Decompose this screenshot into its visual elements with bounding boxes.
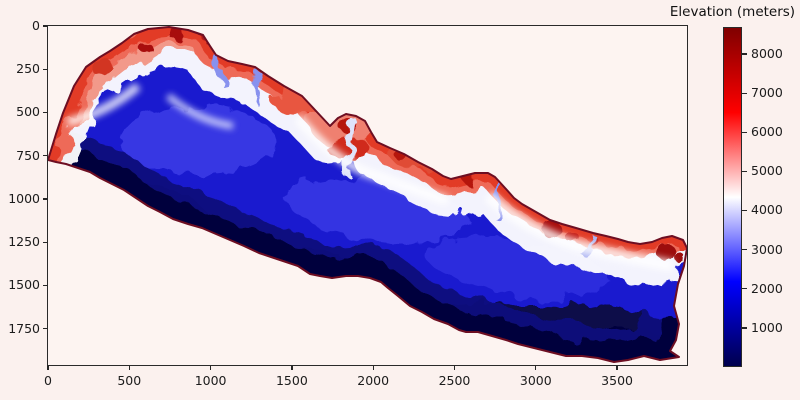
y-tick-mark: [43, 241, 47, 243]
x-tick-label: 2500: [438, 373, 471, 388]
y-tick-mark: [43, 284, 47, 287]
x-tick-label: 1000: [194, 373, 227, 388]
y-tick-label: 0: [32, 18, 40, 33]
x-tick-mark: [453, 366, 456, 370]
y-tick-label: 1000: [8, 190, 40, 206]
colorbar-tick-label: 1000: [751, 319, 783, 335]
y-tick-mark: [43, 155, 47, 157]
x-tick-label: 3500: [601, 373, 633, 388]
x-tick-mark: [535, 366, 537, 370]
x-tick-mark: [291, 366, 293, 370]
colorbar-tick-mark: [742, 53, 747, 55]
colorbar-tick-label: 7000: [751, 85, 783, 101]
colorbar-tick-label: 6000: [751, 124, 783, 140]
y-tick-mark: [43, 198, 47, 200]
y-tick-mark: [43, 328, 47, 330]
x-tick-mark: [47, 366, 49, 370]
colorbar-tick-mark: [742, 131, 747, 133]
colorbar-tick-label: 3000: [751, 241, 783, 257]
colorbar-title: Elevation (meters): [669, 4, 796, 20]
y-tick-label: 1500: [8, 277, 40, 293]
y-tick-mark: [43, 25, 47, 27]
x-tick-mark: [128, 366, 130, 370]
colorbar-tick-label: 4000: [751, 202, 783, 218]
colorbar-tick-mark: [742, 249, 747, 251]
nepal-outline: [48, 26, 687, 363]
y-tick-label: 750: [16, 147, 40, 163]
colorbar-tick-label: 2000: [751, 280, 783, 296]
y-tick-mark: [43, 68, 47, 70]
colorbar-tick-mark: [742, 170, 747, 173]
x-tick-mark: [372, 366, 374, 370]
x-tick-label: 500: [117, 373, 142, 388]
y-tick-label: 1250: [8, 234, 40, 250]
x-tick-label: 3000: [519, 373, 552, 388]
y-tick-label: 250: [16, 61, 40, 77]
x-tick-mark: [209, 366, 212, 370]
colorbar-tick-mark: [742, 92, 747, 94]
colorbar: [723, 27, 742, 367]
colorbar-tick-label: 5000: [751, 163, 783, 179]
y-tick-label: 500: [16, 104, 40, 120]
y-tick-label: 1750: [8, 320, 40, 336]
x-tick-mark: [616, 366, 618, 370]
colorbar-tick-label: 8000: [751, 45, 783, 61]
nepal-dem-map: [48, 26, 687, 363]
dem-raster-layers: [48, 27, 687, 362]
colorbar-tick-mark: [742, 288, 747, 290]
y-tick-mark: [43, 111, 47, 114]
colorbar-tick-mark: [742, 209, 747, 212]
x-tick-label: 0: [44, 373, 52, 388]
colorbar-tick-mark: [742, 327, 747, 329]
x-tick-label: 1500: [275, 373, 308, 388]
x-tick-label: 2000: [357, 373, 390, 388]
